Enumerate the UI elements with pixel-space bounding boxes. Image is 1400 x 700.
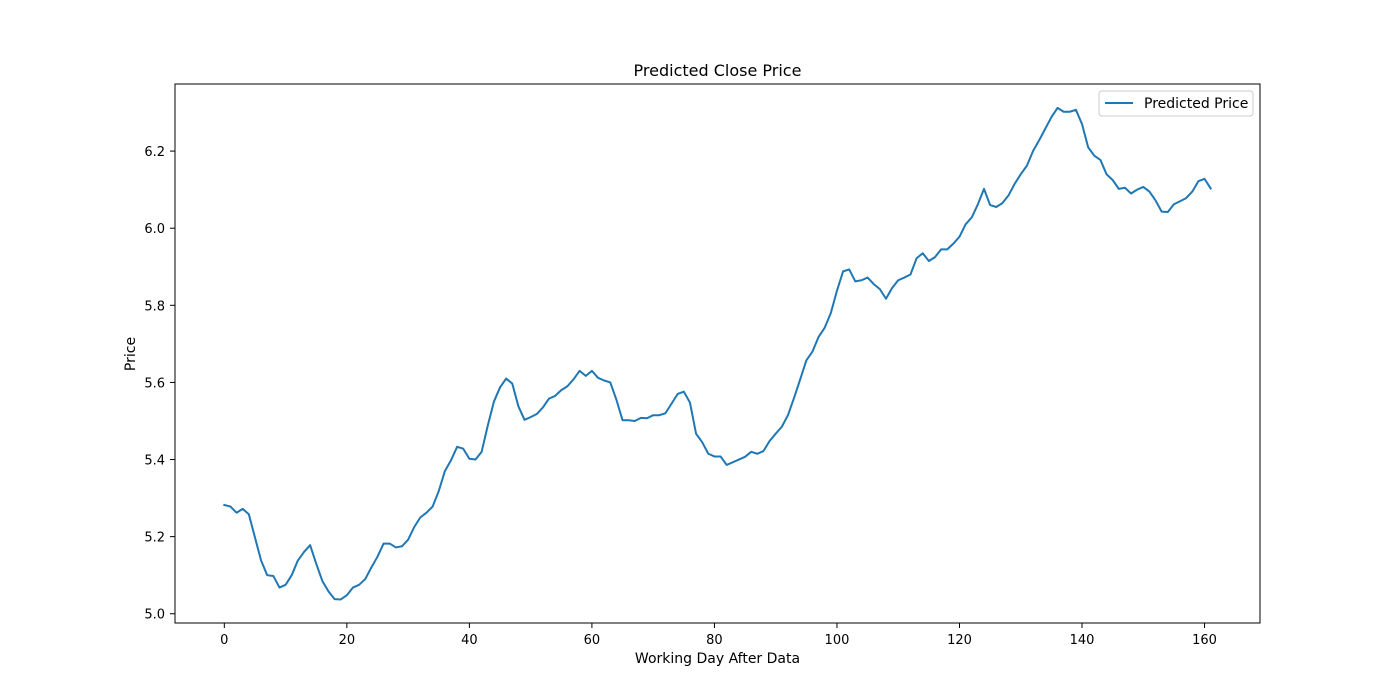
x-axis: 0 20 40 60 80 100 120 140 160 (220, 623, 1217, 648)
plot-frame (174, 83, 1261, 624)
x-tick-label: 100 (825, 633, 850, 648)
y-axis: 5.0 5.2 5.4 5.6 5.8 6.0 6.2 (144, 145, 175, 623)
x-tick-label: 160 (1192, 633, 1217, 648)
x-tick-label: 140 (1070, 633, 1095, 648)
legend: Predicted Price (1098, 90, 1254, 117)
series-line-predicted-price (223, 106, 1213, 601)
plot-area (174, 83, 1261, 624)
y-tick-label: 5.8 (144, 299, 165, 314)
x-tick-label: 20 (339, 633, 356, 648)
y-tick-label: 6.0 (144, 222, 165, 237)
plot-background (175, 84, 1260, 623)
chart-title: Predicted Close Price (634, 61, 802, 80)
x-tick-label: 120 (947, 633, 972, 648)
legend-label: Predicted Price (1144, 96, 1248, 112)
y-tick-label: 5.2 (144, 531, 165, 546)
y-tick-label: 5.0 (144, 608, 165, 623)
x-tick-label: 40 (461, 633, 478, 648)
y-tick-label: 5.6 (144, 376, 165, 391)
y-axis-label: Price (123, 337, 139, 371)
line-layer (223, 106, 1213, 601)
x-tick-label: 60 (584, 633, 601, 648)
x-tick-label: 80 (706, 633, 723, 648)
x-tick-label: 0 (220, 633, 228, 648)
y-tick-label: 5.4 (144, 454, 165, 469)
y-tick-label: 6.2 (144, 145, 165, 160)
legend-box (1098, 90, 1254, 117)
x-axis-label: Working Day After Data (635, 651, 800, 667)
